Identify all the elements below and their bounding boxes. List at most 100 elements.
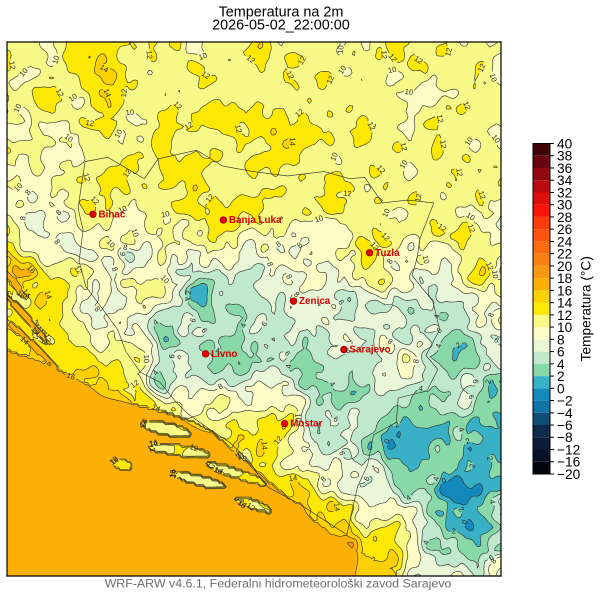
svg-text:14: 14 bbox=[43, 289, 54, 300]
svg-text:12: 12 bbox=[436, 222, 448, 234]
svg-text:8: 8 bbox=[284, 273, 294, 281]
svg-text:8: 8 bbox=[489, 556, 499, 565]
svg-text:4: 4 bbox=[418, 384, 424, 394]
svg-text:8: 8 bbox=[216, 381, 224, 391]
svg-text:12: 12 bbox=[30, 331, 40, 341]
svg-text:12: 12 bbox=[484, 261, 496, 272]
svg-text:14: 14 bbox=[288, 473, 297, 483]
svg-text:28: 28 bbox=[557, 210, 573, 225]
svg-text:6: 6 bbox=[557, 345, 565, 360]
svg-text:14: 14 bbox=[20, 287, 32, 299]
svg-text:2: 2 bbox=[464, 436, 471, 446]
svg-text:14: 14 bbox=[168, 469, 179, 479]
svg-text:2: 2 bbox=[456, 505, 466, 514]
svg-text:10: 10 bbox=[117, 204, 128, 216]
svg-text:12: 12 bbox=[236, 451, 247, 461]
svg-text:12: 12 bbox=[138, 420, 148, 430]
svg-text:12: 12 bbox=[438, 139, 448, 148]
svg-text:10: 10 bbox=[404, 87, 414, 97]
svg-text:−6: −6 bbox=[557, 418, 573, 433]
svg-text:12: 12 bbox=[466, 223, 477, 234]
svg-text:10: 10 bbox=[328, 151, 340, 162]
svg-text:10: 10 bbox=[197, 51, 208, 63]
svg-text:2: 2 bbox=[467, 463, 477, 469]
svg-text:12: 12 bbox=[5, 290, 16, 300]
svg-text:10: 10 bbox=[380, 207, 392, 218]
svg-text:20: 20 bbox=[557, 259, 573, 274]
svg-text:10: 10 bbox=[336, 64, 348, 76]
svg-text:14: 14 bbox=[102, 87, 114, 98]
svg-text:0: 0 bbox=[440, 476, 448, 486]
svg-text:4: 4 bbox=[151, 368, 161, 377]
svg-text:12: 12 bbox=[557, 308, 572, 323]
svg-text:12: 12 bbox=[476, 190, 487, 201]
svg-text:Zenica: Zenica bbox=[299, 296, 331, 307]
svg-text:14: 14 bbox=[98, 62, 110, 74]
svg-text:10: 10 bbox=[293, 413, 302, 422]
svg-text:8: 8 bbox=[92, 305, 102, 314]
svg-text:0: 0 bbox=[460, 518, 470, 526]
svg-text:10: 10 bbox=[463, 135, 475, 147]
svg-text:10: 10 bbox=[557, 320, 573, 335]
svg-text:10: 10 bbox=[465, 210, 477, 222]
svg-text:−2: −2 bbox=[557, 394, 573, 409]
svg-text:6: 6 bbox=[487, 553, 496, 563]
svg-text:12: 12 bbox=[119, 88, 129, 97]
svg-text:4: 4 bbox=[488, 499, 498, 505]
svg-text:6: 6 bbox=[332, 414, 340, 424]
svg-text:8: 8 bbox=[385, 257, 395, 265]
svg-text:12: 12 bbox=[200, 69, 212, 81]
svg-text:6: 6 bbox=[259, 320, 269, 329]
svg-text:12: 12 bbox=[146, 442, 158, 454]
svg-text:4: 4 bbox=[456, 426, 466, 434]
svg-text:4: 4 bbox=[557, 357, 565, 372]
svg-text:Tuzla: Tuzla bbox=[375, 248, 400, 259]
svg-text:8: 8 bbox=[23, 188, 33, 197]
svg-text:10: 10 bbox=[160, 209, 170, 219]
svg-text:10: 10 bbox=[387, 65, 397, 76]
svg-text:8: 8 bbox=[123, 243, 128, 252]
svg-text:16: 16 bbox=[65, 370, 76, 381]
svg-text:Bihać: Bihać bbox=[98, 209, 125, 220]
svg-text:Temperatura na 2m: Temperatura na 2m bbox=[219, 5, 344, 21]
svg-text:12: 12 bbox=[42, 333, 53, 344]
svg-text:4: 4 bbox=[421, 539, 431, 547]
svg-text:12: 12 bbox=[343, 189, 352, 199]
svg-text:14: 14 bbox=[138, 418, 150, 429]
svg-text:10: 10 bbox=[12, 102, 24, 114]
svg-text:38: 38 bbox=[557, 149, 573, 164]
svg-text:10: 10 bbox=[421, 254, 432, 264]
svg-text:12: 12 bbox=[413, 54, 425, 66]
svg-text:24: 24 bbox=[557, 234, 573, 249]
svg-text:4: 4 bbox=[432, 313, 442, 320]
svg-text:Sarajevo: Sarajevo bbox=[349, 345, 390, 356]
svg-text:12: 12 bbox=[72, 264, 84, 276]
svg-text:6: 6 bbox=[471, 379, 480, 384]
svg-text:2: 2 bbox=[557, 369, 565, 384]
svg-text:8: 8 bbox=[265, 261, 275, 268]
svg-text:26: 26 bbox=[557, 222, 573, 237]
svg-text:12: 12 bbox=[284, 69, 296, 81]
svg-text:12: 12 bbox=[144, 50, 154, 59]
svg-text:14: 14 bbox=[557, 296, 573, 311]
svg-text:8: 8 bbox=[295, 240, 304, 250]
svg-text:−16: −16 bbox=[557, 455, 581, 470]
svg-text:2: 2 bbox=[454, 340, 462, 350]
svg-text:6: 6 bbox=[199, 326, 209, 334]
svg-text:12: 12 bbox=[413, 193, 423, 203]
svg-text:6: 6 bbox=[434, 326, 443, 335]
svg-text:4: 4 bbox=[328, 380, 338, 389]
svg-text:16: 16 bbox=[168, 469, 178, 478]
svg-text:12: 12 bbox=[435, 114, 446, 124]
svg-text:12: 12 bbox=[85, 118, 95, 128]
svg-text:10: 10 bbox=[336, 45, 346, 54]
svg-text:2: 2 bbox=[451, 526, 456, 535]
svg-text:8: 8 bbox=[319, 474, 328, 483]
svg-text:6: 6 bbox=[336, 298, 346, 307]
svg-text:12: 12 bbox=[168, 468, 180, 479]
svg-text:12: 12 bbox=[296, 55, 308, 67]
svg-text:8: 8 bbox=[292, 290, 301, 300]
svg-text:4: 4 bbox=[182, 296, 192, 303]
svg-text:22: 22 bbox=[557, 247, 572, 262]
svg-text:6: 6 bbox=[492, 335, 501, 345]
